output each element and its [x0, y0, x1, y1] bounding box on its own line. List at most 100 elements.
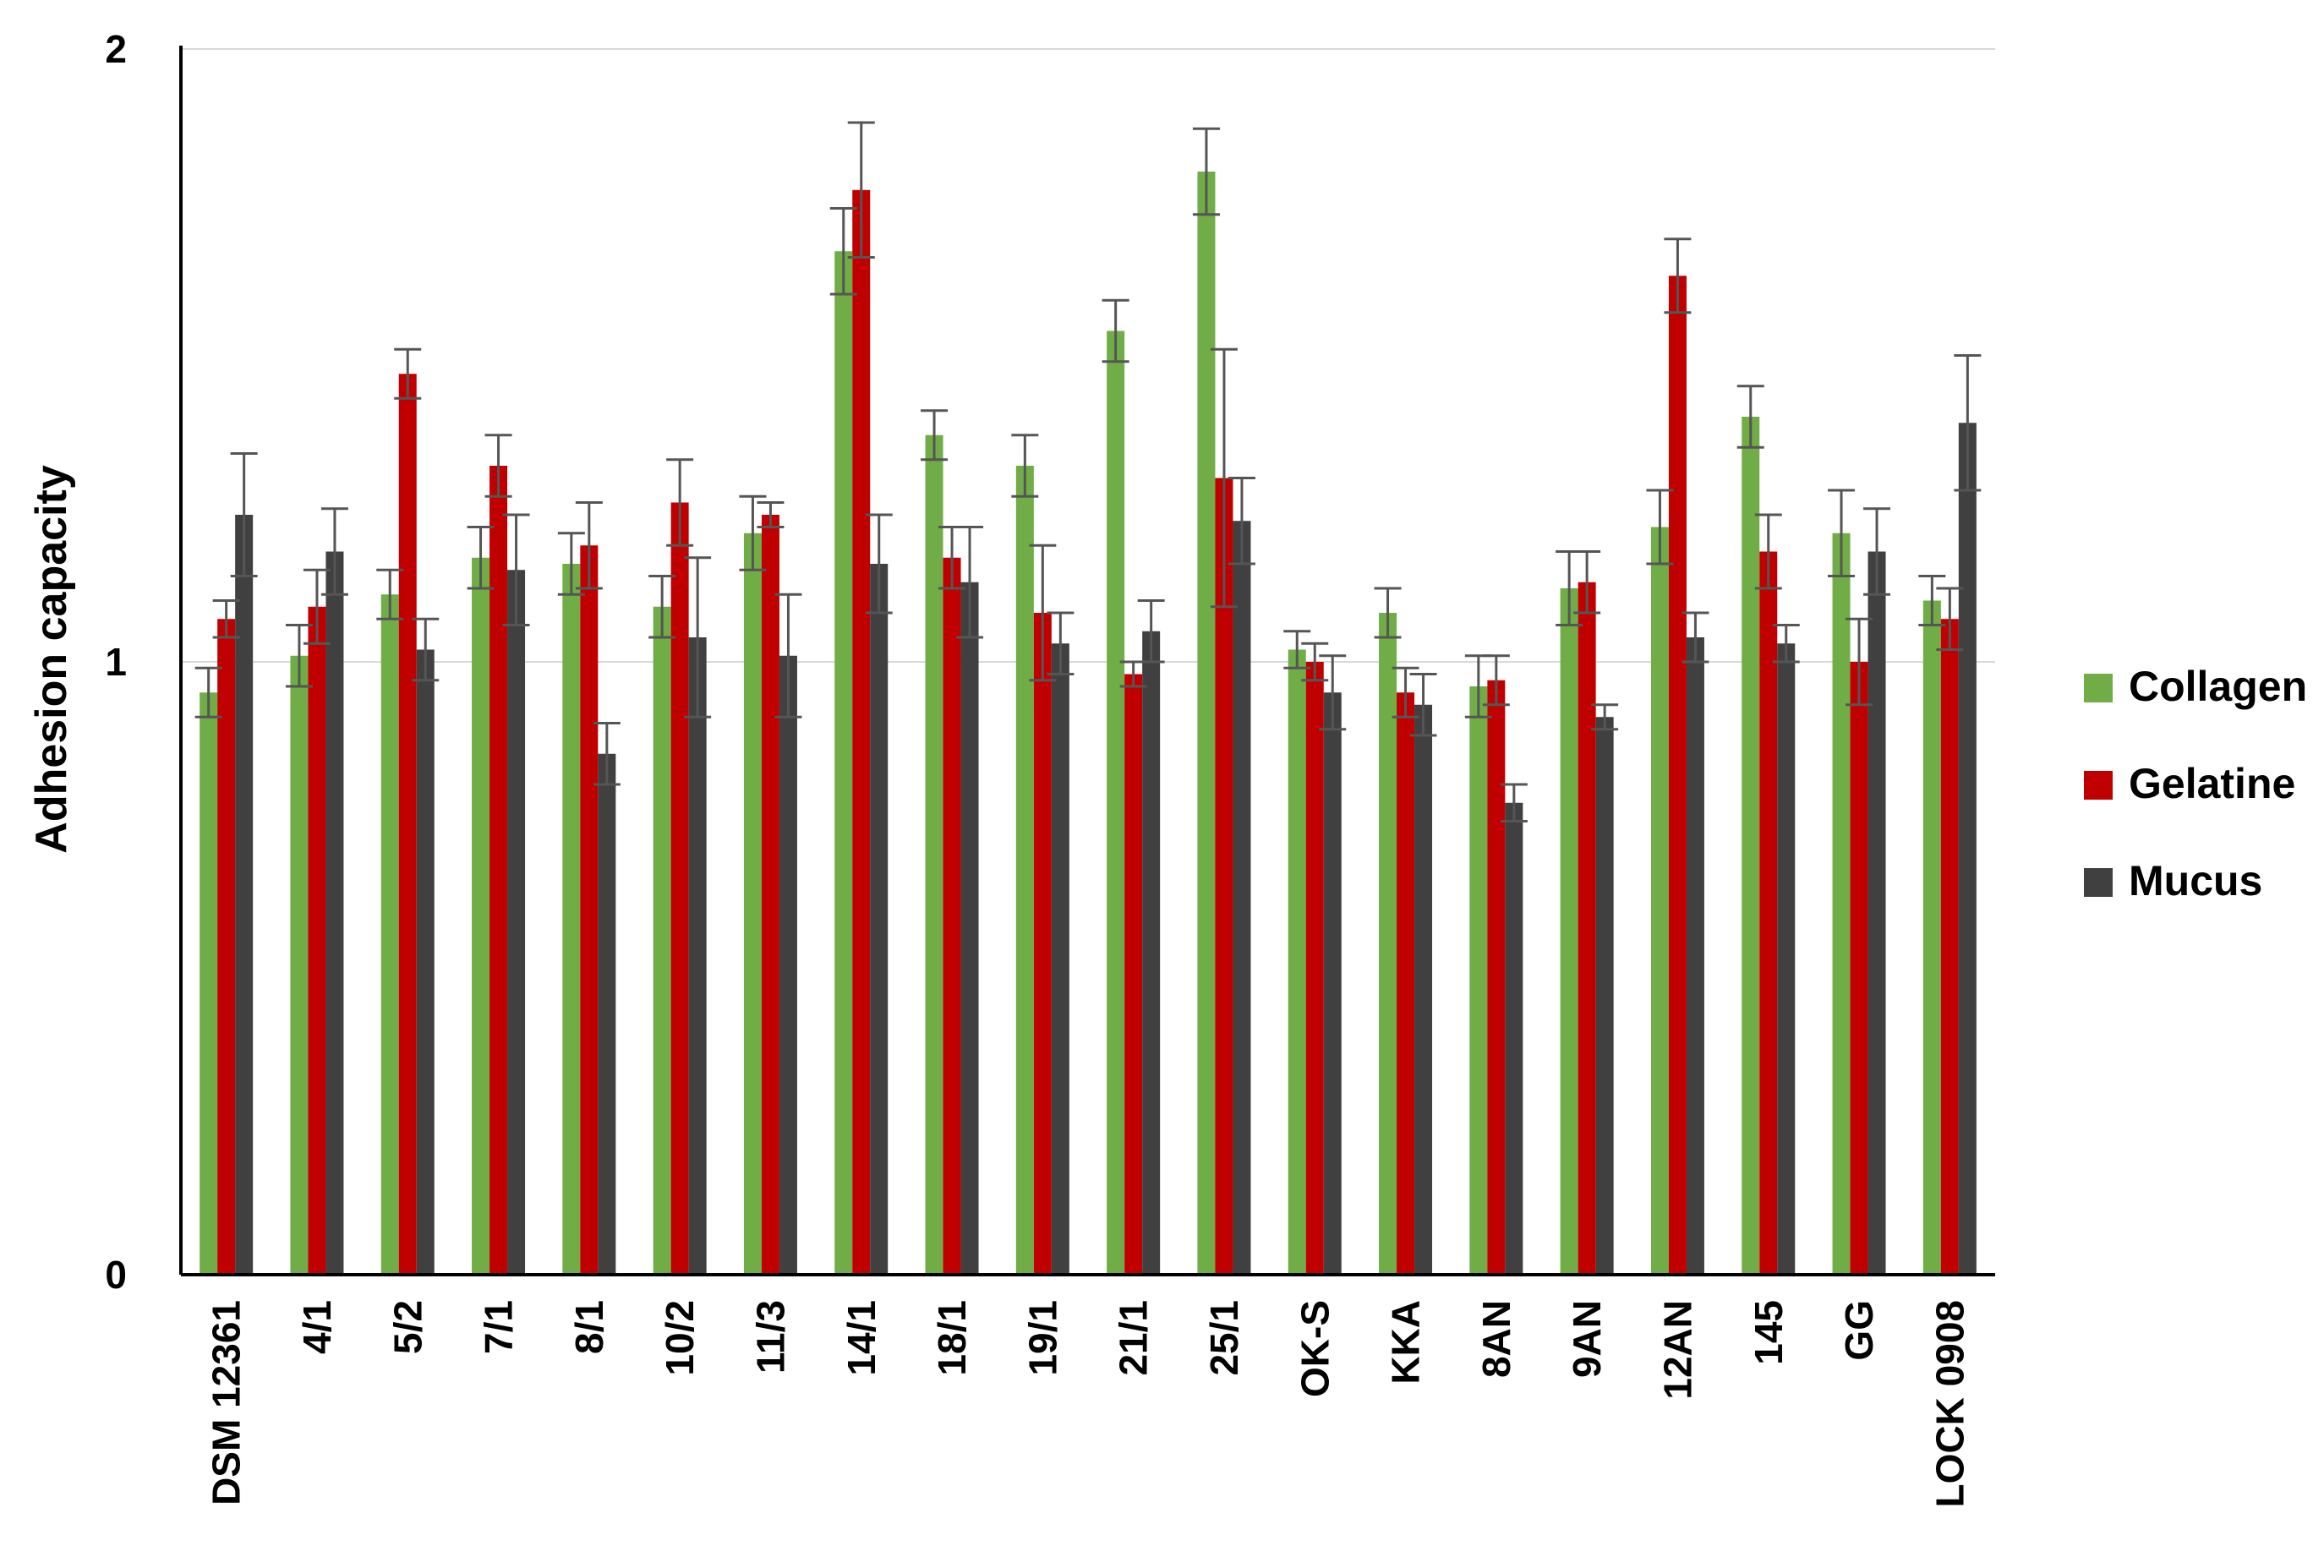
bar-mucus: [779, 655, 797, 1275]
y-tick-label: 0: [105, 1253, 127, 1297]
x-tick-labels: DSM 12361 4/1 5/2 7/1 8/1 10/2 11/3 14/1 18/1 19/…: [205, 1300, 1972, 1507]
error-bar: [648, 575, 676, 639]
bar-collagen: [1742, 417, 1760, 1275]
legend-item-mucus: Mucus: [2084, 857, 2262, 904]
bar-collagen: [1197, 172, 1216, 1275]
bar-mucus: [1323, 692, 1342, 1275]
y-tick-labels: 0 1 2: [105, 27, 127, 1297]
bar-collagen: [562, 564, 581, 1275]
legend-swatch: [2084, 674, 2113, 702]
error-bar: [1482, 654, 1510, 707]
legend-swatch: [2084, 868, 2113, 897]
error-bar: [1029, 544, 1057, 682]
bar-mucus: [1233, 521, 1251, 1275]
bar-gelatine: [761, 515, 779, 1275]
error-bar: [865, 513, 893, 615]
legend-label: Mucus: [2129, 857, 2262, 904]
bar-collagen: [380, 594, 399, 1275]
error-bar: [303, 568, 331, 645]
x-tick-label: GG: [1837, 1300, 1881, 1361]
bar-mucus: [598, 753, 616, 1275]
error-bar: [1301, 642, 1329, 682]
x-tick-label: OK-S: [1293, 1300, 1337, 1397]
error-bar: [230, 452, 258, 577]
bar-gelatine: [852, 189, 871, 1275]
bar-collagen: [1469, 686, 1488, 1275]
bar-mucus: [1505, 802, 1523, 1275]
error-bar: [593, 722, 621, 786]
gridlines: [181, 48, 1995, 663]
bar-collagen: [743, 533, 762, 1275]
bar-mucus: [235, 515, 254, 1275]
bar-collagen: [290, 655, 309, 1275]
error-bar: [194, 666, 222, 718]
bar-gelatine: [1940, 619, 1959, 1275]
bar-gelatine: [1578, 582, 1596, 1275]
error-bar: [1011, 434, 1039, 498]
x-tick-label: 5/2: [386, 1300, 429, 1354]
x-tick-label: 18/1: [930, 1300, 974, 1376]
error-bar: [1409, 673, 1437, 737]
error-bar: [285, 624, 313, 688]
bar-mucus: [1686, 637, 1704, 1275]
x-tick-label: 21/1: [1112, 1300, 1156, 1376]
bar-collagen: [1922, 600, 1941, 1275]
bar-collagen: [653, 606, 671, 1275]
x-tick-label: 145: [1747, 1300, 1791, 1365]
bar-gelatine: [217, 619, 236, 1275]
x-tick-label: 4/1: [295, 1300, 339, 1354]
x-tick-label: 25/1: [1202, 1300, 1246, 1376]
error-bar: [1573, 550, 1601, 615]
bar-mucus: [416, 649, 435, 1275]
error-bar: [1319, 654, 1347, 731]
error-bar: [557, 532, 585, 596]
legend-label: Collagen: [2129, 663, 2307, 710]
bar-mucus: [1051, 643, 1069, 1275]
error-bar: [666, 458, 694, 547]
bar-gelatine: [489, 466, 508, 1275]
error-bar: [1047, 611, 1075, 675]
error-bar: [502, 513, 530, 626]
x-tick-label: 12AN: [1655, 1300, 1699, 1400]
bar-mucus: [688, 637, 707, 1275]
error-bar: [412, 617, 440, 682]
error-bar: [1374, 587, 1402, 639]
error-bar: [1192, 127, 1220, 216]
bar-gelatine: [1668, 276, 1687, 1275]
legend-swatch: [2084, 771, 2113, 800]
x-tick-label: 7/1: [477, 1300, 521, 1354]
error-bar: [774, 593, 802, 718]
x-tick-label: 8/1: [567, 1300, 611, 1354]
legend-label: Gelatine: [2129, 760, 2295, 807]
error-bar: [1102, 298, 1129, 363]
bar-collagen: [834, 251, 853, 1275]
y-tick-label: 1: [105, 640, 127, 684]
error-bar: [684, 556, 712, 718]
x-tick-label: 10/2: [658, 1300, 702, 1376]
bar-collagen: [1015, 466, 1034, 1275]
bar-collagen: [1560, 588, 1578, 1275]
bar-mucus: [1595, 717, 1614, 1275]
bar-gelatine: [1759, 551, 1778, 1275]
error-bar: [212, 599, 240, 639]
bar-mucus: [1414, 704, 1433, 1275]
bar-gelatine: [1215, 478, 1233, 1275]
error-bar: [921, 409, 949, 462]
bar-mucus: [1867, 551, 1886, 1275]
error-bar: [1664, 238, 1692, 314]
bar-mucus: [870, 564, 889, 1275]
x-tick-label: 9AN: [1565, 1300, 1609, 1378]
bars: [200, 172, 1977, 1275]
bar-gelatine: [1487, 680, 1506, 1275]
error-bar: [847, 121, 875, 259]
axes: [179, 46, 1995, 1276]
error-bar: [1828, 489, 1856, 577]
error-bar: [739, 494, 767, 571]
y-axis-label: Adhesion capacity: [27, 465, 76, 854]
bar-collagen: [925, 434, 943, 1275]
error-bar: [1500, 783, 1528, 822]
bar-gelatine: [1033, 613, 1052, 1275]
error-bar: [956, 526, 984, 639]
x-tick-label: 19/1: [1020, 1300, 1064, 1376]
